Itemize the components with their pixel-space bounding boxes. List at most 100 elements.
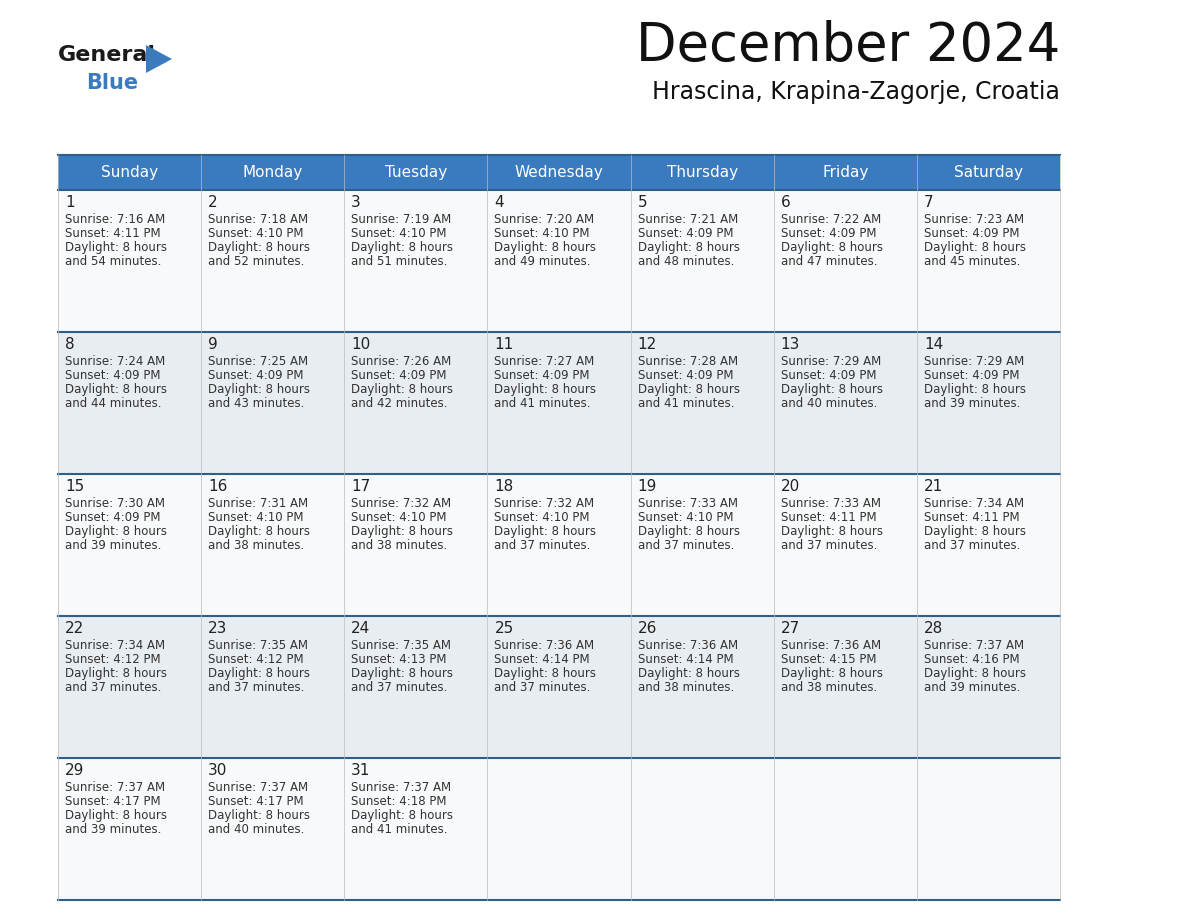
Text: Sunrise: 7:23 AM: Sunrise: 7:23 AM xyxy=(924,213,1024,226)
Text: 8: 8 xyxy=(65,337,75,352)
Text: Daylight: 8 hours: Daylight: 8 hours xyxy=(208,667,310,680)
Text: Sunset: 4:09 PM: Sunset: 4:09 PM xyxy=(781,227,877,240)
Text: Sunrise: 7:36 AM: Sunrise: 7:36 AM xyxy=(494,639,594,652)
Text: and 37 minutes.: and 37 minutes. xyxy=(208,681,304,694)
Text: Sunrise: 7:35 AM: Sunrise: 7:35 AM xyxy=(352,639,451,652)
Text: Sunset: 4:09 PM: Sunset: 4:09 PM xyxy=(65,369,160,382)
Text: 30: 30 xyxy=(208,763,228,778)
Text: Sunset: 4:11 PM: Sunset: 4:11 PM xyxy=(781,511,877,524)
Text: Sunrise: 7:34 AM: Sunrise: 7:34 AM xyxy=(65,639,165,652)
Text: Sunset: 4:09 PM: Sunset: 4:09 PM xyxy=(781,369,877,382)
Text: and 39 minutes.: and 39 minutes. xyxy=(924,681,1020,694)
Text: Wednesday: Wednesday xyxy=(514,165,604,180)
Text: 19: 19 xyxy=(638,479,657,494)
Text: 6: 6 xyxy=(781,195,790,210)
Text: Daylight: 8 hours: Daylight: 8 hours xyxy=(638,241,740,254)
Text: Sunrise: 7:19 AM: Sunrise: 7:19 AM xyxy=(352,213,451,226)
Text: Sunrise: 7:25 AM: Sunrise: 7:25 AM xyxy=(208,355,308,368)
Text: 2: 2 xyxy=(208,195,217,210)
Text: 17: 17 xyxy=(352,479,371,494)
Text: Daylight: 8 hours: Daylight: 8 hours xyxy=(352,667,454,680)
Text: Daylight: 8 hours: Daylight: 8 hours xyxy=(208,241,310,254)
Text: and 41 minutes.: and 41 minutes. xyxy=(494,397,590,410)
Text: Daylight: 8 hours: Daylight: 8 hours xyxy=(924,667,1026,680)
Text: Sunrise: 7:28 AM: Sunrise: 7:28 AM xyxy=(638,355,738,368)
Text: and 37 minutes.: and 37 minutes. xyxy=(924,539,1020,552)
Text: Tuesday: Tuesday xyxy=(385,165,447,180)
Text: Sunrise: 7:37 AM: Sunrise: 7:37 AM xyxy=(65,781,165,794)
Text: Daylight: 8 hours: Daylight: 8 hours xyxy=(352,383,454,396)
Text: Daylight: 8 hours: Daylight: 8 hours xyxy=(781,383,883,396)
Text: Daylight: 8 hours: Daylight: 8 hours xyxy=(924,383,1026,396)
Text: Sunset: 4:09 PM: Sunset: 4:09 PM xyxy=(638,227,733,240)
Text: Sunrise: 7:32 AM: Sunrise: 7:32 AM xyxy=(352,497,451,510)
Text: 21: 21 xyxy=(924,479,943,494)
Text: Daylight: 8 hours: Daylight: 8 hours xyxy=(494,383,596,396)
Bar xyxy=(58,155,1060,190)
Text: 9: 9 xyxy=(208,337,217,352)
Text: 5: 5 xyxy=(638,195,647,210)
Text: Sunrise: 7:24 AM: Sunrise: 7:24 AM xyxy=(65,355,165,368)
Text: Sunrise: 7:37 AM: Sunrise: 7:37 AM xyxy=(352,781,451,794)
Text: Blue: Blue xyxy=(86,73,138,93)
Text: 28: 28 xyxy=(924,621,943,636)
Text: Daylight: 8 hours: Daylight: 8 hours xyxy=(638,525,740,538)
Bar xyxy=(58,332,1060,474)
Text: Sunrise: 7:31 AM: Sunrise: 7:31 AM xyxy=(208,497,308,510)
Text: Sunset: 4:10 PM: Sunset: 4:10 PM xyxy=(208,227,304,240)
Text: Sunset: 4:15 PM: Sunset: 4:15 PM xyxy=(781,653,877,666)
Text: 4: 4 xyxy=(494,195,504,210)
Text: Daylight: 8 hours: Daylight: 8 hours xyxy=(352,525,454,538)
Text: 15: 15 xyxy=(65,479,84,494)
Text: 25: 25 xyxy=(494,621,513,636)
Text: Sunrise: 7:27 AM: Sunrise: 7:27 AM xyxy=(494,355,595,368)
Text: Sunset: 4:10 PM: Sunset: 4:10 PM xyxy=(352,511,447,524)
Text: and 41 minutes.: and 41 minutes. xyxy=(638,397,734,410)
Text: Sunset: 4:09 PM: Sunset: 4:09 PM xyxy=(924,369,1019,382)
Text: Daylight: 8 hours: Daylight: 8 hours xyxy=(65,525,168,538)
Text: and 52 minutes.: and 52 minutes. xyxy=(208,255,304,268)
Text: Daylight: 8 hours: Daylight: 8 hours xyxy=(65,241,168,254)
Text: Daylight: 8 hours: Daylight: 8 hours xyxy=(65,809,168,822)
Bar xyxy=(58,190,1060,332)
Text: and 40 minutes.: and 40 minutes. xyxy=(208,823,304,836)
Bar xyxy=(58,474,1060,616)
Text: and 39 minutes.: and 39 minutes. xyxy=(65,539,162,552)
Text: Sunset: 4:09 PM: Sunset: 4:09 PM xyxy=(65,511,160,524)
Text: and 39 minutes.: and 39 minutes. xyxy=(65,823,162,836)
Text: and 39 minutes.: and 39 minutes. xyxy=(924,397,1020,410)
Text: and 38 minutes.: and 38 minutes. xyxy=(781,681,877,694)
Text: Sunrise: 7:33 AM: Sunrise: 7:33 AM xyxy=(638,497,738,510)
Text: Sunset: 4:09 PM: Sunset: 4:09 PM xyxy=(208,369,304,382)
Text: Daylight: 8 hours: Daylight: 8 hours xyxy=(638,667,740,680)
Text: and 41 minutes.: and 41 minutes. xyxy=(352,823,448,836)
Text: 24: 24 xyxy=(352,621,371,636)
Text: 14: 14 xyxy=(924,337,943,352)
Text: 3: 3 xyxy=(352,195,361,210)
Text: Sunrise: 7:35 AM: Sunrise: 7:35 AM xyxy=(208,639,308,652)
Text: Sunset: 4:10 PM: Sunset: 4:10 PM xyxy=(638,511,733,524)
Text: Sunset: 4:09 PM: Sunset: 4:09 PM xyxy=(924,227,1019,240)
Text: Sunset: 4:17 PM: Sunset: 4:17 PM xyxy=(208,795,304,808)
Text: Daylight: 8 hours: Daylight: 8 hours xyxy=(781,525,883,538)
Text: and 44 minutes.: and 44 minutes. xyxy=(65,397,162,410)
Text: Sunrise: 7:30 AM: Sunrise: 7:30 AM xyxy=(65,497,165,510)
Text: Daylight: 8 hours: Daylight: 8 hours xyxy=(65,383,168,396)
Text: Sunrise: 7:32 AM: Sunrise: 7:32 AM xyxy=(494,497,594,510)
Text: Sunset: 4:10 PM: Sunset: 4:10 PM xyxy=(494,511,590,524)
Text: Sunrise: 7:16 AM: Sunrise: 7:16 AM xyxy=(65,213,165,226)
Text: Monday: Monday xyxy=(242,165,303,180)
Text: Sunset: 4:09 PM: Sunset: 4:09 PM xyxy=(494,369,590,382)
Text: Sunset: 4:09 PM: Sunset: 4:09 PM xyxy=(638,369,733,382)
Text: Sunset: 4:11 PM: Sunset: 4:11 PM xyxy=(65,227,160,240)
Text: Daylight: 8 hours: Daylight: 8 hours xyxy=(494,525,596,538)
Text: Daylight: 8 hours: Daylight: 8 hours xyxy=(352,241,454,254)
Text: and 38 minutes.: and 38 minutes. xyxy=(638,681,734,694)
Text: Daylight: 8 hours: Daylight: 8 hours xyxy=(494,667,596,680)
Text: and 37 minutes.: and 37 minutes. xyxy=(781,539,877,552)
Text: Sunrise: 7:37 AM: Sunrise: 7:37 AM xyxy=(208,781,308,794)
Text: Daylight: 8 hours: Daylight: 8 hours xyxy=(208,525,310,538)
Text: Daylight: 8 hours: Daylight: 8 hours xyxy=(65,667,168,680)
Text: Sunrise: 7:36 AM: Sunrise: 7:36 AM xyxy=(781,639,880,652)
Text: 29: 29 xyxy=(65,763,84,778)
